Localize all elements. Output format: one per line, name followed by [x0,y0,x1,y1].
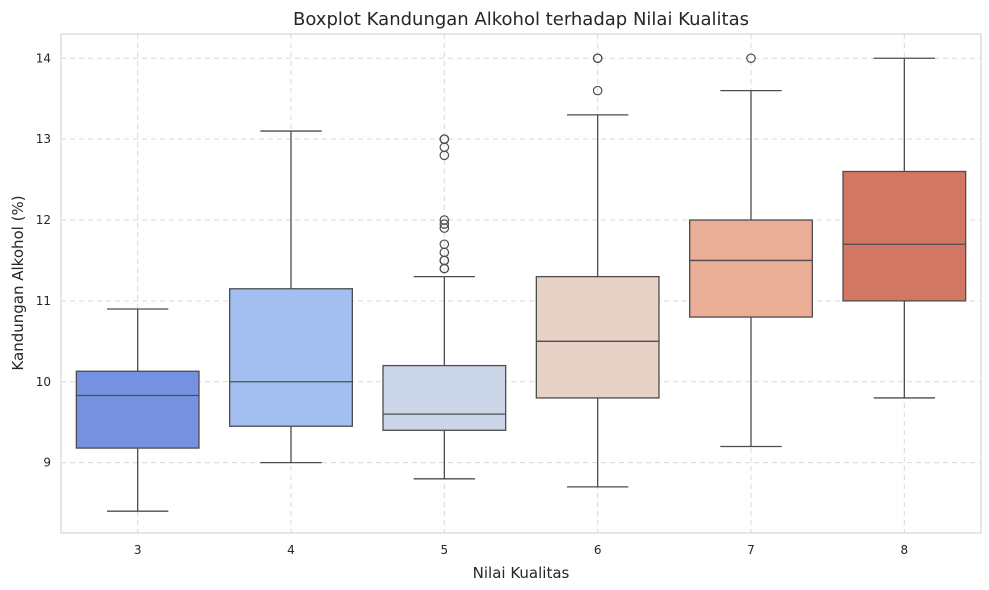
x-tick-label: 6 [594,543,602,557]
y-axis-label: Kandungan Alkohol (%) [9,195,27,370]
x-tick-label: 4 [287,543,295,557]
y-tick-label: 13 [36,132,51,146]
y-tick-label: 11 [36,294,51,308]
box-group-5 [382,134,507,480]
y-tick-label: 14 [36,51,51,65]
box-iqr [382,364,507,431]
outlier-point [746,53,756,64]
box-group-4 [229,130,353,464]
plot-frame [60,33,982,534]
outlier-point [439,219,450,229]
y-tick-label: 12 [36,213,51,227]
outlier-point [439,215,450,225]
box-iqr [229,288,353,427]
outlier-point [592,85,603,96]
box-group-6 [535,53,660,488]
x-axis-label: Nilai Kualitas [473,564,570,582]
y-tick-label: 9 [43,456,51,470]
box-iqr [535,275,660,399]
x-tick-label: 3 [134,543,142,557]
tick-layer: 9 10 11 12 13 14 3 4 5 6 7 8 [36,51,908,557]
box-group-3 [75,308,200,512]
outlier-point [439,134,450,144]
x-tick-label: 7 [747,543,755,557]
box-iqr [75,370,200,449]
box-iqr [689,219,813,318]
box-iqr [842,170,967,302]
box-group-7 [689,53,813,448]
outlier-point [592,53,603,64]
box-group-8 [842,57,967,399]
box-layer [75,53,967,512]
x-tick-label: 8 [901,543,909,557]
y-tick-label: 10 [36,375,51,389]
x-tick-label: 5 [441,543,449,557]
outlier-point [439,239,450,250]
chart-title: Boxplot Kandungan Alkohol terhadap Nilai… [293,9,749,30]
